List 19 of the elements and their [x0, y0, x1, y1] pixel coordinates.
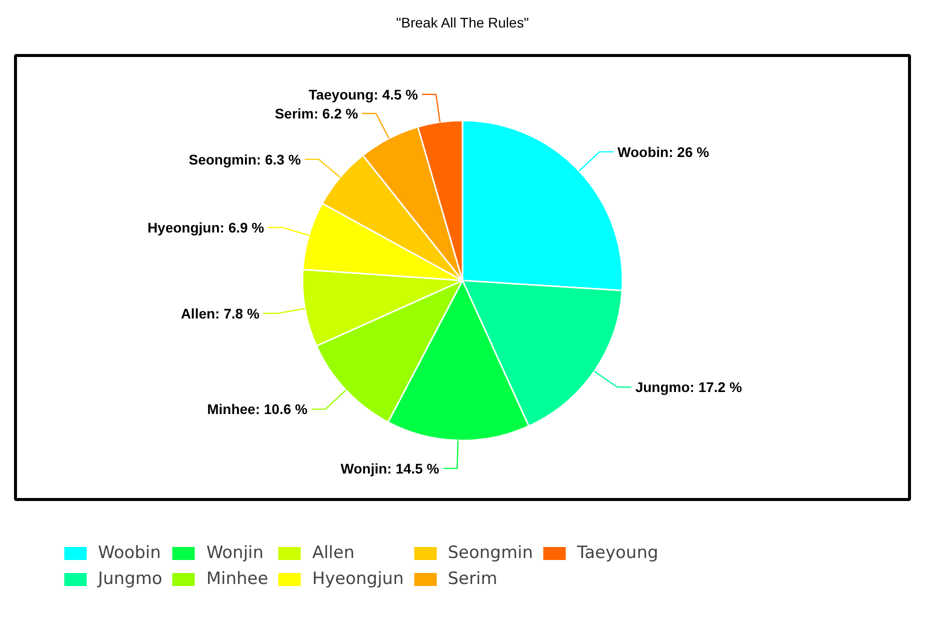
- legend-label: Taeyoung: [577, 543, 658, 563]
- legend-label: Woobin: [98, 543, 161, 563]
- data-label: Minhee: 10.6 %: [207, 401, 308, 418]
- data-label: Jungmo: 17.2 %: [635, 379, 742, 396]
- legend-label: Seongmin: [448, 543, 534, 563]
- legend-label: Hyeongjun: [312, 569, 404, 589]
- data-label: Wonjin: 14.5 %: [340, 460, 440, 476]
- legend-label: Wonjin: [206, 543, 264, 563]
- legend-label: Serim: [448, 569, 498, 589]
- legend-label: Jungmo: [98, 569, 162, 589]
- legend-label: Allen: [312, 543, 354, 563]
- chart-title: "Break All The Rules": [396, 14, 529, 30]
- data-label: Seongmin: 6.3 %: [188, 151, 302, 168]
- legend-label: Minhee: [206, 569, 268, 589]
- data-label: Woobin: 26 %: [618, 144, 710, 160]
- data-label: Hyeongjun: 6.9 %: [147, 219, 265, 236]
- data-label: Taeyoung: 4.5 %: [308, 86, 419, 102]
- data-label: Serim: 6.2 %: [274, 106, 359, 122]
- data-label: Allen: 7.8 %: [180, 305, 260, 322]
